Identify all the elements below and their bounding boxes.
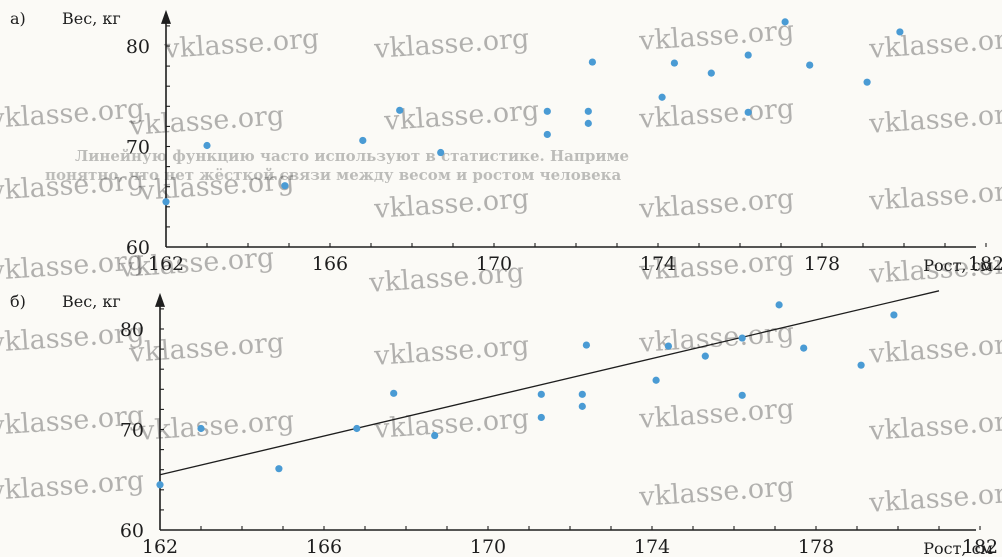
data-point <box>431 431 439 440</box>
x-tick-label: 174 <box>640 253 676 275</box>
data-point <box>896 28 904 36</box>
y-tick-label: 80 <box>120 319 144 341</box>
data-point <box>162 198 170 206</box>
data-point <box>197 424 205 433</box>
watermark-text: vklasse.org <box>372 403 530 445</box>
x-axis-label: Рост, см <box>923 539 993 557</box>
data-point <box>543 130 551 139</box>
background-text: Линейную функцию часто используют в стат… <box>45 147 629 184</box>
watermark-text: vklasse.org <box>372 23 530 65</box>
watermark-text: vklasse.org <box>382 95 540 137</box>
x-tick-label: 166 <box>306 536 342 557</box>
x-tick-label: 162 <box>148 253 184 275</box>
watermark-text: vklasse.org <box>127 327 285 369</box>
data-point <box>156 481 164 489</box>
data-point <box>203 141 211 150</box>
watermark-text: vklasse.org <box>0 465 145 507</box>
data-point <box>701 352 709 360</box>
data-point <box>890 311 898 319</box>
data-point <box>437 148 445 157</box>
watermark-text: vklasse.org <box>0 93 145 135</box>
watermark-text: vklasse.org <box>0 165 145 207</box>
data-point <box>353 424 361 433</box>
data-point <box>584 119 592 127</box>
data-point <box>652 376 660 384</box>
data-point <box>396 106 404 114</box>
data-point <box>738 334 746 342</box>
data-point <box>664 342 673 350</box>
data-point <box>359 136 367 145</box>
x-tick-label: 178 <box>798 536 834 557</box>
watermark-text: vklasse.org <box>637 471 795 513</box>
x-tick-label: 182 <box>962 536 998 557</box>
y-tick-label: 70 <box>126 137 150 159</box>
watermark-text: vklasse.org <box>637 183 795 225</box>
data-point <box>738 391 746 399</box>
data-point <box>707 69 715 77</box>
x-tick-label: 166 <box>312 253 348 275</box>
data-point <box>806 61 814 69</box>
y-axis-label: Вес, кг <box>62 292 121 311</box>
background-text-line-2: понятно, что нет жёсткой связи между вес… <box>45 166 621 184</box>
x-tick-label: 182 <box>968 253 1002 275</box>
data-point <box>670 59 679 67</box>
watermark-text: vklasse.org <box>162 23 320 65</box>
data-point <box>775 301 783 309</box>
watermark-text: vklasse.org <box>867 175 1002 217</box>
data-point <box>582 341 591 349</box>
data-point <box>863 78 871 86</box>
y-tick-label: 60 <box>126 237 150 259</box>
y-axis-arrow <box>161 9 171 24</box>
watermark-text: vklasse.org <box>867 328 1002 370</box>
background-text-line-1: Линейную функцию часто используют в стат… <box>75 147 629 165</box>
data-point <box>781 18 789 26</box>
panel-label: б) <box>10 292 26 311</box>
watermark-text: vklasse.org <box>637 317 795 359</box>
data-point <box>857 361 865 369</box>
watermark-text: vklasse.org <box>127 100 285 142</box>
y-tick-label: 70 <box>120 420 144 442</box>
y-axis-label: Вес, кг <box>62 9 121 28</box>
panel-label: а) <box>10 9 26 28</box>
data-point <box>281 182 289 190</box>
data-point <box>584 107 592 115</box>
y-axis-arrow <box>155 292 165 307</box>
data-point <box>275 465 283 473</box>
watermark-text: vklasse.org <box>867 98 1002 140</box>
watermark-text: vklasse.org <box>867 477 1002 519</box>
panel-a: 162 166 170 174 178 182 60 70 80 а) Вес, кг Рост, с… <box>10 9 1002 275</box>
x-tick-label: 170 <box>476 253 512 275</box>
data-point <box>537 413 545 422</box>
watermark-text: vklasse.org <box>637 393 795 435</box>
watermark-text: vklasse.org <box>867 405 1002 447</box>
x-tick-label: 162 <box>142 536 178 557</box>
trend-line <box>159 290 940 476</box>
data-point <box>390 389 398 397</box>
data-point <box>543 107 551 115</box>
y-tick-label: 60 <box>120 520 144 542</box>
data-point <box>744 108 752 116</box>
data-point <box>744 51 752 59</box>
x-tick-label: 170 <box>470 536 506 557</box>
data-point <box>658 93 666 101</box>
data-point <box>578 390 586 398</box>
watermark-text: vklasse.org <box>372 183 530 225</box>
data-point <box>800 344 808 352</box>
x-axis-label: Рост, см <box>923 256 993 275</box>
watermark-text: vklasse.org <box>137 405 295 447</box>
data-point <box>537 390 545 398</box>
x-tick-label: 174 <box>634 536 670 557</box>
data-point <box>578 402 586 410</box>
panel-b: 162 166 170 174 178 182 60 70 80 б) Вес, кг Рост, с… <box>10 290 998 557</box>
x-tick-label: 178 <box>804 253 840 275</box>
watermark-text: vklasse.org <box>637 15 795 57</box>
watermark-text: vklasse.org <box>372 330 530 372</box>
y-tick-label: 80 <box>126 36 150 58</box>
watermark-text: vklasse.org <box>867 23 1002 65</box>
data-point <box>588 58 597 66</box>
